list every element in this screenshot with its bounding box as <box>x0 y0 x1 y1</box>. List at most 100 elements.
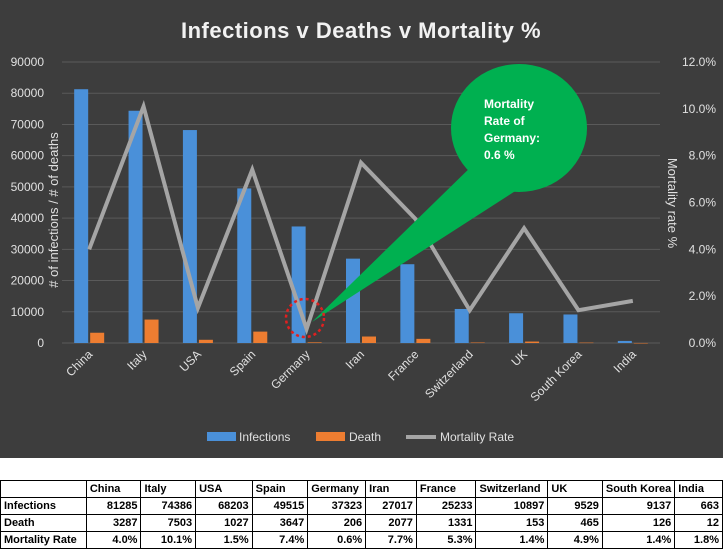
y-tick-label-left: 70000 <box>11 117 45 131</box>
x-axis: China Italy USA Spain Germany Iran France Switz… <box>63 347 639 404</box>
bars <box>74 89 648 344</box>
y-tick-label-right: 12.0% <box>682 55 716 69</box>
table-cell: 68203 <box>195 497 253 515</box>
table-cell: 10897 <box>475 497 549 515</box>
bar-infections <box>509 313 524 343</box>
callout-line-2: Rate of <box>484 114 526 128</box>
table-cell: 4.0% <box>85 531 142 549</box>
y-axis-left: 0 10000 20000 30000 40000 50000 60000 70000 8000… <box>11 55 45 350</box>
table-cell: 1.4% <box>601 531 676 549</box>
bar-death <box>579 342 594 344</box>
y-axis-label-left: # of infections / # of deaths <box>46 132 61 288</box>
x-tick-label: Spain <box>227 347 259 379</box>
y-tick-label-right: 10.0% <box>682 102 716 116</box>
table-header-cell: Spain <box>251 480 309 498</box>
table-cell: 3287 <box>85 514 142 532</box>
legend-label-death: Death <box>349 430 381 444</box>
table-row: Infections 81285 74386 68203 49515 37323 27017… <box>0 497 723 515</box>
table-header-cell: India <box>674 480 723 498</box>
table-cell: 27017 <box>365 497 417 515</box>
legend-label-infections: Infections <box>239 430 290 444</box>
y-tick-label-left: 80000 <box>11 86 45 100</box>
callout-pointer <box>312 160 520 322</box>
table-cell: 1.4% <box>475 531 549 549</box>
bar-death <box>525 341 540 343</box>
bar-death <box>470 342 485 344</box>
y-tick-label-left: 30000 <box>11 242 45 256</box>
x-tick-label: China <box>63 347 95 379</box>
x-tick-label: South Korea <box>527 347 584 404</box>
y-tick-label-left: 50000 <box>11 180 45 194</box>
x-tick-label: Germany <box>268 347 313 392</box>
bar-infections <box>454 308 469 343</box>
grid <box>62 61 660 344</box>
table-cell: 7.7% <box>365 531 417 549</box>
table-row: Death 3287 7503 1027 3647 206 2077 1331 153 465 12… <box>0 514 723 532</box>
table-header-cell: China <box>85 480 142 498</box>
table-header-cell: USA <box>195 480 253 498</box>
mortality-callout: Mortality Rate of Germany: 0.6 % <box>284 64 587 339</box>
bar-death <box>633 342 648 344</box>
table-body: Infections 81285 74386 68203 49515 37323 27017… <box>0 497 723 549</box>
table-cell: 7503 <box>140 514 197 532</box>
bar-death <box>253 331 268 343</box>
legend: Infections Death Mortality Rate <box>207 430 514 444</box>
table-cell: 12 <box>674 514 723 532</box>
bar-infections <box>182 130 197 343</box>
table-cell: 1.8% <box>674 531 723 549</box>
table-cell: 465 <box>547 514 603 532</box>
callout-line-4: 0.6 % <box>484 148 515 162</box>
table-cell: 663 <box>674 497 723 515</box>
table-header-cell: South Korea <box>601 480 676 498</box>
x-tick-label: UK <box>509 347 531 369</box>
bar-death <box>144 319 159 343</box>
table-row: Mortality Rate 4.0% 10.1% 1.5% 7.4% 0.6% 7.7% 5… <box>0 531 723 549</box>
chart-panel: Infections v Deaths v Mortality % 0 10000… <box>0 0 723 458</box>
callout-line-1: Mortality <box>484 97 534 111</box>
bar-infections <box>237 188 252 343</box>
x-tick-label: USA <box>177 347 204 374</box>
y-axis-right: 0.0% 2.0% 4.0% 6.0% 8.0% 10.0% 12.0% <box>682 55 716 350</box>
table-row-label: Mortality Rate <box>0 531 87 549</box>
table-cell: 1.5% <box>195 531 253 549</box>
table-header-cell: Italy <box>140 480 197 498</box>
legend-swatch-infections <box>207 432 236 441</box>
y-tick-label-left: 20000 <box>11 274 45 288</box>
bar-infections <box>617 340 632 343</box>
y-tick-label-left: 60000 <box>11 149 45 163</box>
legend-swatch-death <box>316 432 345 441</box>
y-axis-label-right: Mortality rate % <box>665 158 680 249</box>
table-header-cell: Iran <box>365 480 417 498</box>
y-tick-label-right: 8.0% <box>689 149 717 163</box>
table-cell: 9529 <box>547 497 603 515</box>
callout-bubble <box>451 64 587 192</box>
table-cell: 81285 <box>85 497 142 515</box>
y-tick-label-left: 0 <box>37 336 44 350</box>
bar-infections <box>563 314 578 343</box>
y-tick-label-left: 10000 <box>11 305 45 319</box>
table-cell: 1027 <box>195 514 253 532</box>
table-cell: 2077 <box>365 514 417 532</box>
table-cell: 126 <box>601 514 676 532</box>
table-cell: 49515 <box>251 497 309 515</box>
callout-line-3: Germany: <box>484 131 540 145</box>
table-header-cell <box>0 480 87 498</box>
table-header-cell: Germany <box>307 480 367 498</box>
x-tick-label: France <box>385 347 422 384</box>
highlight-circle <box>284 297 326 339</box>
table-cell: 74386 <box>140 497 197 515</box>
bar-infections <box>74 89 89 343</box>
table-header-cell: Switzerland <box>475 480 549 498</box>
legend-label-mortality: Mortality Rate <box>440 430 514 444</box>
y-tick-label-right: 6.0% <box>689 196 717 210</box>
x-tick-label: India <box>611 347 640 376</box>
table-cell: 1331 <box>415 514 477 532</box>
x-tick-label: Iran <box>343 347 368 372</box>
table-header-row: China Italy USA Spain Germany Iran Franc… <box>0 480 723 498</box>
chart-title: Infections v Deaths v Mortality % <box>181 18 541 43</box>
bar-infections <box>128 110 143 343</box>
table-cell: 4.9% <box>547 531 603 549</box>
bar-infections <box>400 264 415 343</box>
table-row-label: Death <box>0 514 87 532</box>
table-cell: 0.6% <box>307 531 367 549</box>
